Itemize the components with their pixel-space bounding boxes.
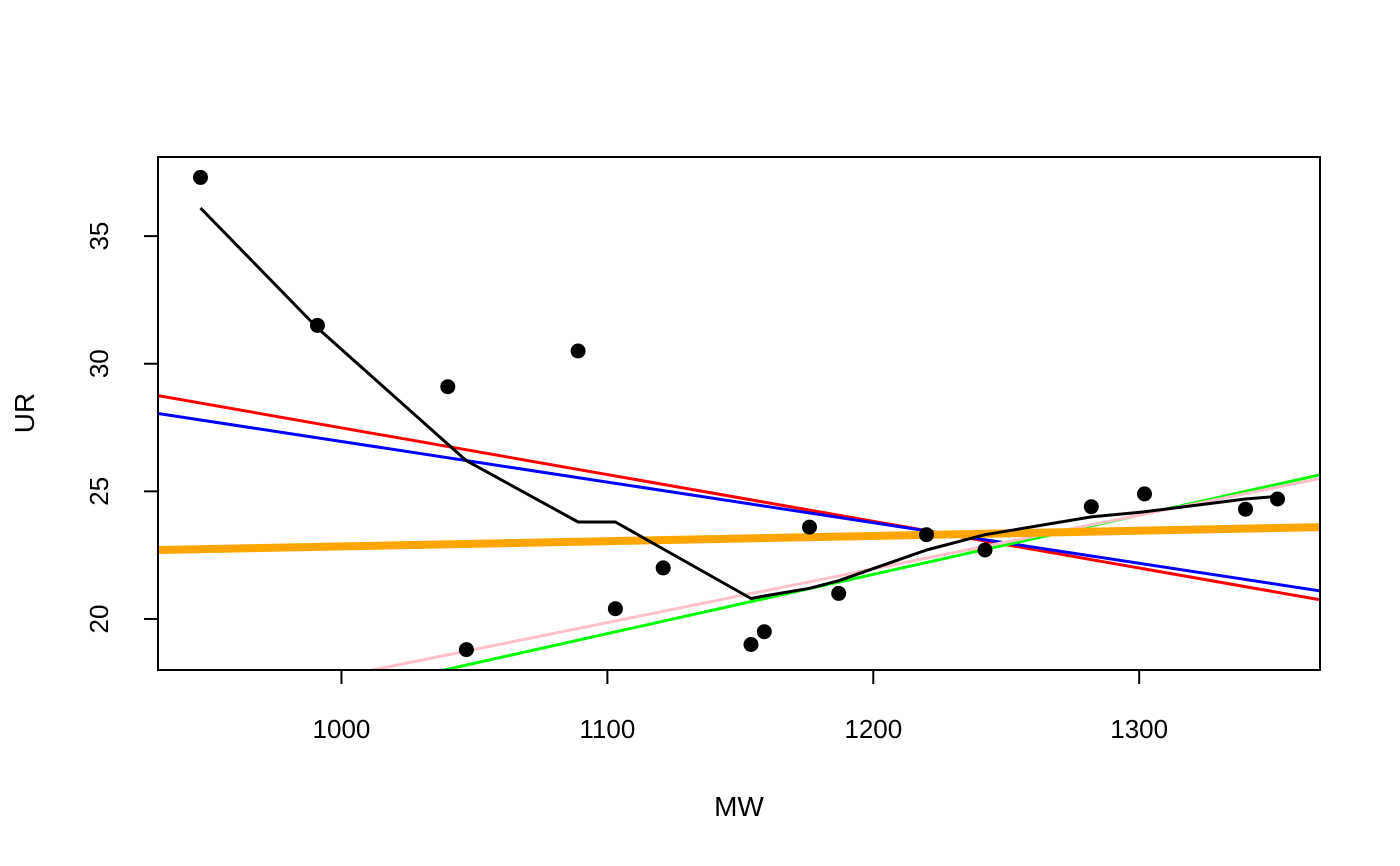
data-point-6 [655,560,671,576]
data-point-2 [440,379,456,395]
x-tick-label: 1000 [313,714,371,744]
series-line-4 [158,523,1320,554]
x-tick-label: 1200 [844,714,902,744]
y-tick-label: 35 [84,222,114,251]
data-point-8 [756,624,772,640]
data-point-11 [919,527,934,543]
x-tick-label: 1100 [579,714,635,744]
x-tick-label: 1300 [1110,714,1168,744]
y-tick-label: 25 [84,477,114,506]
data-point-3 [458,642,474,658]
data-point-7 [743,637,759,652]
x-axis-title: MW [714,791,764,822]
series-line-5 [199,206,1278,600]
data-point-13 [1083,499,1099,515]
series-layer [158,206,1320,670]
series-line-3 [365,477,1320,670]
x-axis: 1000 1100 1200 1300 [313,670,1168,744]
series-line-0 [158,394,1320,602]
data-point-12 [977,542,993,558]
data-point-15 [1238,501,1253,517]
y-tick-label: 20 [84,605,114,634]
series-line-1 [158,412,1320,593]
y-axis: 20 25 30 35 [84,222,158,634]
points-layer [193,169,1285,658]
data-point-5 [607,601,623,617]
data-point-9 [802,519,817,535]
plot-frame [157,156,1321,671]
y-axis-title: UR [9,393,40,433]
y-tick-label: 30 [84,349,114,378]
data-point-10 [831,585,847,601]
data-point-16 [1270,491,1285,507]
data-point-4 [570,343,586,359]
data-point-1 [310,317,325,333]
data-point-14 [1137,486,1152,502]
data-point-0 [193,169,208,185]
